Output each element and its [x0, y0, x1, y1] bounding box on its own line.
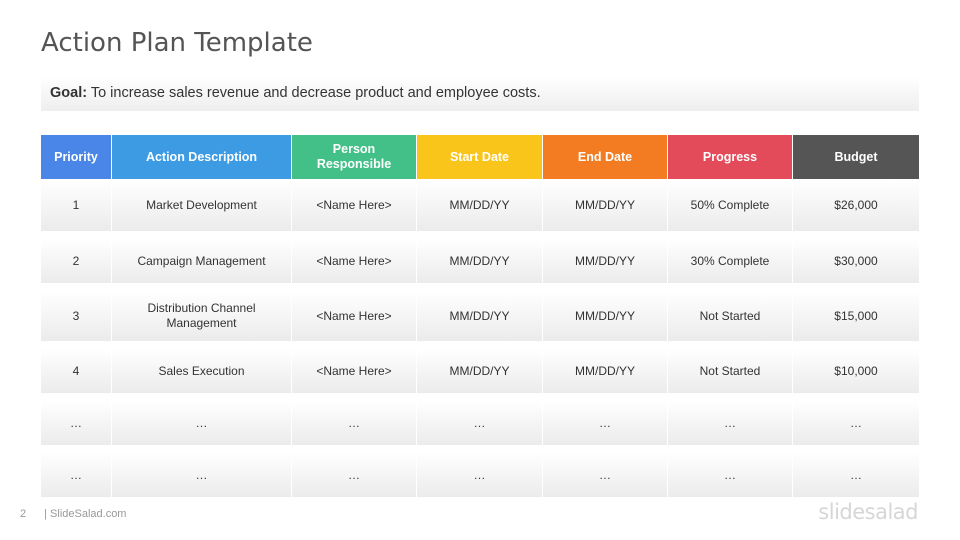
cell-action-description: Campaign Management [112, 231, 292, 283]
cell-person-responsible: … [292, 445, 417, 497]
cell-action-description: Market Development [112, 179, 292, 231]
table-row: 1 Market Development <Name Here> MM/DD/Y… [41, 179, 919, 231]
table-row: 2 Campaign Management <Name Here> MM/DD/… [41, 231, 919, 283]
header-priority: Priority [41, 135, 112, 179]
header-start-date: Start Date [417, 135, 543, 179]
table-header-row: Priority Action Description Person Respo… [41, 135, 919, 179]
cell-end-date: … [543, 393, 668, 445]
cell-person-responsible: <Name Here> [292, 179, 417, 231]
table-row: … … … … … … … [41, 445, 919, 497]
cell-progress: Not Started [668, 341, 793, 393]
footer-site: | SlideSalad.com [44, 508, 127, 520]
cell-start-date: MM/DD/YY [417, 341, 543, 393]
cell-start-date: MM/DD/YY [417, 283, 543, 341]
cell-action-description: … [112, 393, 292, 445]
page-number: 2 [20, 508, 27, 520]
header-progress: Progress [668, 135, 793, 179]
goal-text: To increase sales revenue and decrease p… [87, 85, 541, 101]
cell-budget: $15,000 [793, 283, 919, 341]
cell-person-responsible: <Name Here> [292, 283, 417, 341]
cell-budget: … [793, 445, 919, 497]
goal-label: Goal: [50, 85, 88, 101]
table-row: … … … … … … … [41, 393, 919, 445]
cell-budget: $30,000 [793, 231, 919, 283]
cell-end-date: MM/DD/YY [543, 231, 668, 283]
brand-logo: slidesalad [818, 500, 918, 524]
cell-progress: Not Started [668, 283, 793, 341]
goal-banner: Goal: To increase sales revenue and decr… [41, 76, 919, 111]
cell-end-date: MM/DD/YY [543, 341, 668, 393]
cell-end-date: MM/DD/YY [543, 283, 668, 341]
cell-action-description: Sales Execution [112, 341, 292, 393]
cell-start-date: MM/DD/YY [417, 179, 543, 231]
cell-priority: … [41, 393, 112, 445]
cell-progress: 50% Complete [668, 179, 793, 231]
cell-person-responsible: … [292, 393, 417, 445]
cell-priority: 4 [41, 341, 112, 393]
cell-start-date: … [417, 393, 543, 445]
cell-action-description: … [112, 445, 292, 497]
cell-priority: … [41, 445, 112, 497]
footer: 2 | SlideSalad.com [20, 508, 126, 520]
cell-priority: 2 [41, 231, 112, 283]
cell-budget: $10,000 [793, 341, 919, 393]
cell-end-date: MM/DD/YY [543, 179, 668, 231]
cell-progress: … [668, 393, 793, 445]
cell-progress: 30% Complete [668, 231, 793, 283]
cell-progress: … [668, 445, 793, 497]
header-end-date: End Date [543, 135, 668, 179]
action-plan-table: Priority Action Description Person Respo… [41, 135, 919, 497]
cell-end-date: … [543, 445, 668, 497]
table-row: 3 Distribution Channel Management <Name … [41, 283, 919, 341]
table-row: 4 Sales Execution <Name Here> MM/DD/YY M… [41, 341, 919, 393]
cell-start-date: … [417, 445, 543, 497]
cell-action-description: Distribution Channel Management [112, 283, 292, 341]
header-action-description: Action Description [112, 135, 292, 179]
cell-budget: $26,000 [793, 179, 919, 231]
cell-start-date: MM/DD/YY [417, 231, 543, 283]
cell-budget: … [793, 393, 919, 445]
cell-person-responsible: <Name Here> [292, 341, 417, 393]
cell-person-responsible: <Name Here> [292, 231, 417, 283]
cell-priority: 3 [41, 283, 112, 341]
header-person-responsible: Person Responsible [292, 135, 417, 179]
slide-title: Action Plan Template [41, 28, 313, 58]
cell-priority: 1 [41, 179, 112, 231]
header-budget: Budget [793, 135, 919, 179]
